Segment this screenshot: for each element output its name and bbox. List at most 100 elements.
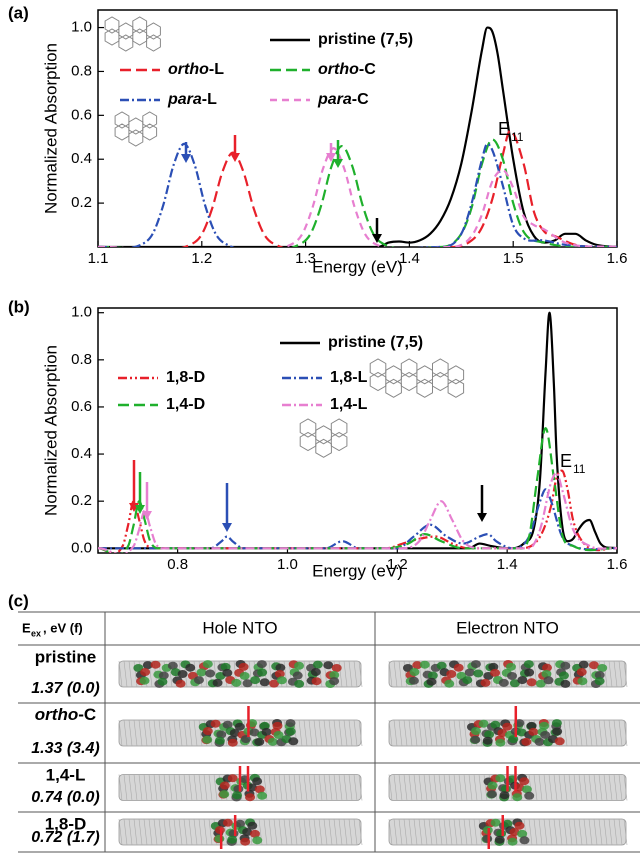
nanotube-lattice [623,774,628,801]
nanotube-lattice [398,774,403,801]
nanotube-lattice [338,818,343,846]
annotation-subscript: 11 [511,130,524,144]
nanotube-lattice [398,818,403,846]
panel-label: (c) [8,591,29,610]
orbital-lobe [482,834,493,843]
orbital-lobe [490,720,501,729]
annotation-subscript: 11 [573,462,586,476]
nanotube-lattice [163,774,168,801]
orbital-lobe [239,671,250,680]
orbital-lobe [210,719,221,728]
orbital-lobe [594,671,605,680]
orbital-lobe [470,660,481,669]
plot-lines [98,311,617,553]
nanotube-lattice [598,818,603,846]
molecule-sketch [330,418,348,438]
orbital-lobe [177,670,188,679]
nanotube-lattice [548,774,553,801]
orbital-lobe [551,719,562,728]
nanotube-lattice [458,818,463,846]
orbital-lobe [242,828,253,837]
nanotube-lattice [323,774,328,801]
molecule-sketch [330,431,348,452]
orbital-lobe [310,668,321,677]
nanotube-lattice [268,818,273,846]
nanotube-lattice [343,660,348,688]
orbital-lobe [480,678,491,687]
orbital-lobe [519,777,530,786]
nanotube-lattice [178,818,183,846]
orbital-lobe [473,669,484,678]
orbital-lobe [507,837,518,846]
orbital-lobe [534,737,545,746]
orbital-lobe [446,670,457,679]
nanotube-lattice [433,774,438,801]
orbital-lobe [470,727,481,736]
orbital-lobe [252,836,263,845]
orbital-lobe [552,727,563,736]
molecule-sketch [400,358,418,378]
orbital-lobe [502,819,513,828]
nanotube-lattice [623,818,628,846]
nanotube-lattice [603,818,608,846]
orbital-lobe [462,676,473,685]
nanotube-lattice [408,719,413,747]
nanotube-lattice [333,818,338,846]
nanotube-lattice [403,719,408,747]
annotation: E [498,119,510,139]
legend-label: ortho-C [318,61,376,78]
y-tick-label: 0.6 [71,106,92,123]
orbital-lobe [261,727,272,736]
nanotube-lattice [608,818,613,846]
orbital-lobe [250,676,261,685]
orbital-lobe [412,661,423,670]
nanotube-lattice [558,774,563,801]
molecule-sketch [369,371,387,392]
orbital-lobe [232,791,243,800]
nanotube-lattice [293,774,298,801]
orbital-lobe [288,737,299,746]
nanotube-lattice [533,774,538,801]
column-header: Electron NTO [456,618,559,637]
nanotube-lattice [178,774,183,801]
y-tick-label: 1.0 [71,304,92,321]
nanotube-lattice [413,719,418,747]
nanotube-lattice [393,719,398,747]
orbital-lobe [528,727,539,736]
series-line [98,469,617,553]
legend-label: para-L [167,91,217,108]
y-tick-label: 1.0 [71,19,92,36]
orbital-lobe [488,662,499,671]
orbital-lobe [227,738,238,747]
nanotube-lattice [333,774,338,801]
nanotube-lattice [173,774,178,801]
molecule-sketch [299,418,317,438]
orbital-lobe [427,671,438,680]
nanotube-lattice [448,774,453,801]
arrow-head [333,159,343,168]
nanotube-lattice [478,774,483,801]
nanotube-lattice [208,774,213,801]
orbital-lobe [541,669,552,678]
orbital-lobe [409,668,420,677]
series-line [98,129,617,247]
arrow-head [142,511,152,520]
molecule-sketch [299,431,317,452]
arrow-head [230,153,240,162]
orbital-lobe [240,735,251,744]
orbital-lobe [259,678,270,687]
orbital-lobe [495,738,506,747]
nanotube-lattice [428,774,433,801]
row-value: 0.72 (1.7) [31,829,99,846]
nanotube-lattice [118,774,123,801]
nanotube-lattice [483,774,488,801]
nanotube-lattice [603,774,608,801]
molecule-sketch [369,358,387,378]
nanotube-lattice [428,818,433,846]
nanotube-lattice [308,719,313,747]
nanotube-lattice [318,774,323,801]
legend-label: para-C [317,91,369,108]
orbital-lobe [222,818,233,827]
orbital-lobe [578,660,589,669]
